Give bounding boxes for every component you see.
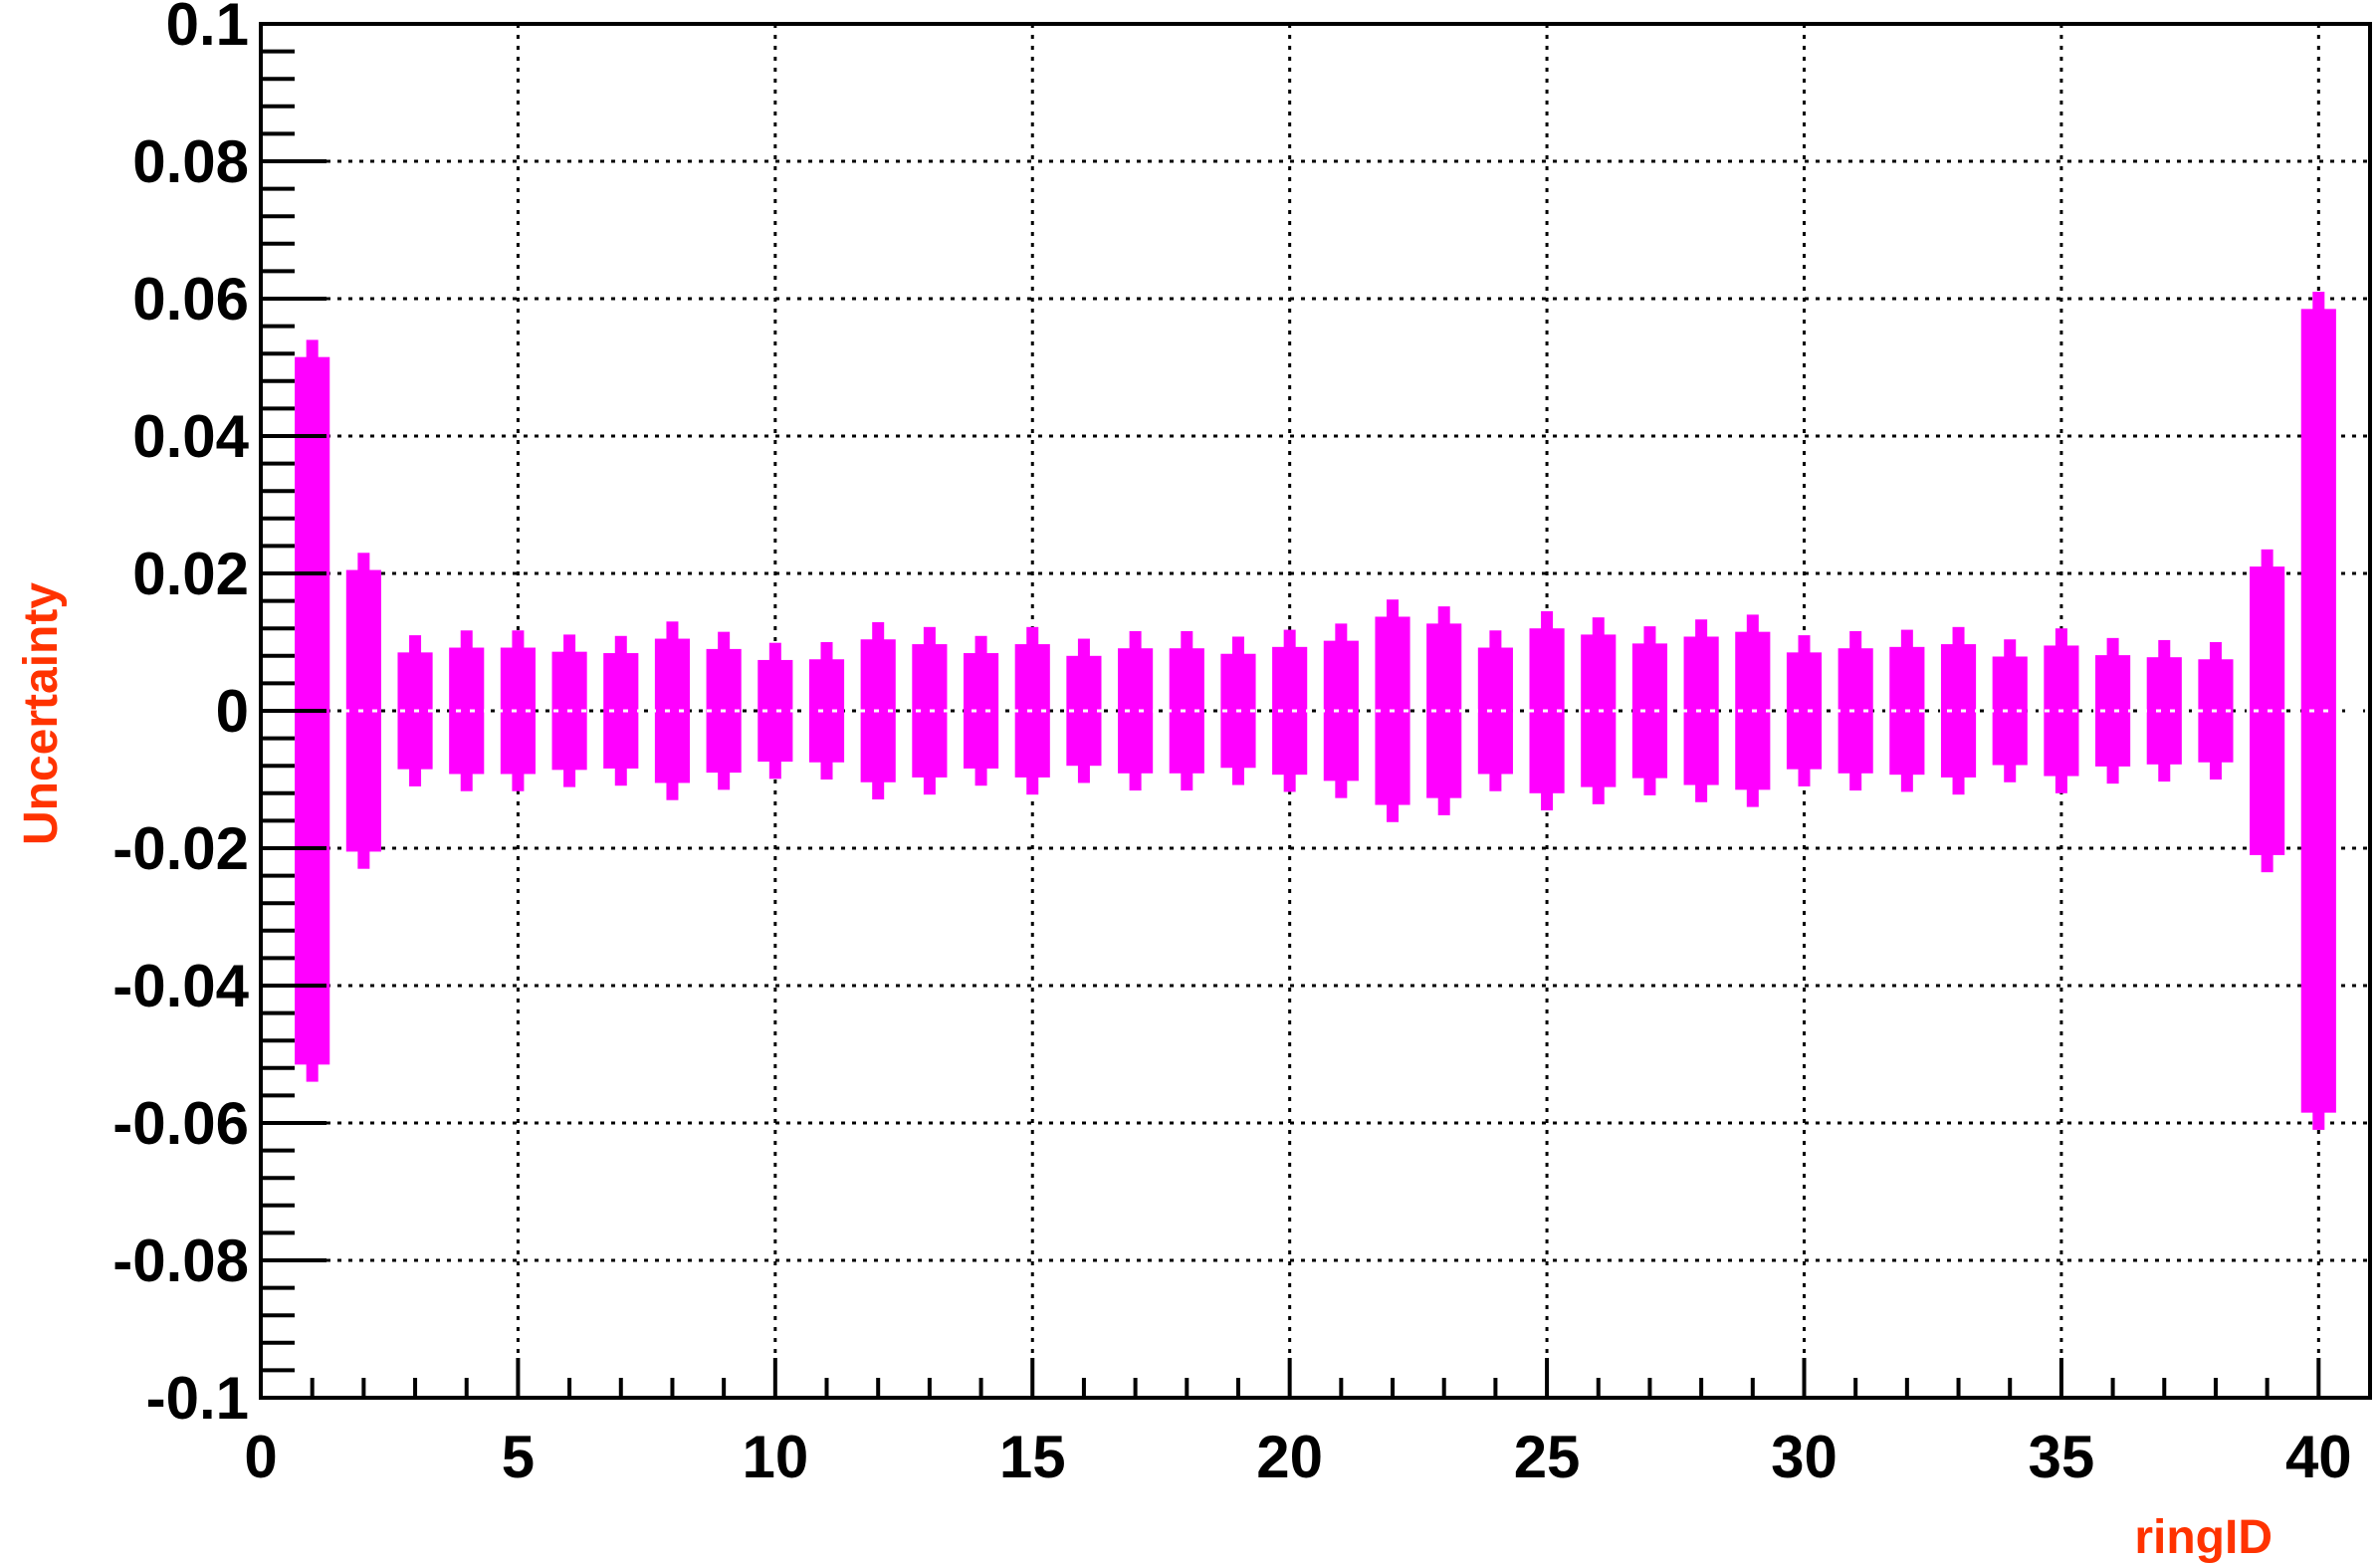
x-tick-label: 30 bbox=[1771, 1424, 1838, 1490]
y-tick-label: -0.08 bbox=[112, 1228, 249, 1294]
y-tick-label: -0.1 bbox=[146, 1365, 249, 1432]
bar-inner-4 bbox=[449, 647, 485, 775]
y-tick-label: 0.1 bbox=[166, 0, 249, 58]
bar-inner-34 bbox=[1992, 656, 2028, 766]
x-tick-label: 35 bbox=[2029, 1424, 2095, 1490]
grid bbox=[261, 24, 2370, 1398]
y-tick-label: -0.02 bbox=[112, 815, 249, 882]
y-tick-label: 0.02 bbox=[132, 541, 249, 607]
x-tick-label: 5 bbox=[502, 1424, 535, 1490]
x-axis-title: ringID bbox=[2134, 1511, 2272, 1564]
bars bbox=[295, 292, 2336, 1130]
y-axis-title: Uncertainty bbox=[15, 582, 68, 845]
bar-inner-30 bbox=[1786, 652, 1823, 770]
bar-inner-11 bbox=[808, 659, 845, 763]
bar-inner-33 bbox=[1940, 644, 1977, 778]
bar-inner-37 bbox=[2146, 657, 2182, 765]
bar-inner-24 bbox=[1477, 647, 1513, 775]
tick-labels: 0.1 0.08 0.06 0.04 0.02 0 -0.02 -0.04 -0.06 -0.08… bbox=[112, 0, 2351, 1490]
bar-inner-27 bbox=[1631, 643, 1668, 779]
y-tick-label: 0.04 bbox=[132, 403, 249, 470]
axes bbox=[259, 22, 2372, 1400]
y-tick-label: 0.06 bbox=[132, 266, 249, 333]
x-tick-label: 10 bbox=[742, 1424, 808, 1490]
y-tick-label: 0 bbox=[216, 678, 249, 745]
x-tick-label: 25 bbox=[1514, 1424, 1581, 1490]
x-tick-label: 0 bbox=[244, 1424, 277, 1490]
bar-inner-8 bbox=[654, 638, 691, 783]
x-tick-label: 40 bbox=[2285, 1424, 2352, 1490]
y-tick-label: -0.04 bbox=[112, 953, 249, 1019]
bar-inner-40 bbox=[2300, 309, 2336, 1113]
y-tick-label: -0.06 bbox=[112, 1090, 249, 1157]
bar-inner-14 bbox=[963, 653, 999, 769]
y-tick-label: 0.08 bbox=[132, 128, 249, 195]
bar-inner-7 bbox=[603, 653, 639, 769]
x-tick-label: 20 bbox=[1256, 1424, 1323, 1490]
bar-inner-17 bbox=[1118, 648, 1154, 774]
x-tick-label: 15 bbox=[999, 1424, 1066, 1490]
bar-inner-20 bbox=[1272, 646, 1308, 776]
bar-inner-21 bbox=[1323, 640, 1359, 782]
